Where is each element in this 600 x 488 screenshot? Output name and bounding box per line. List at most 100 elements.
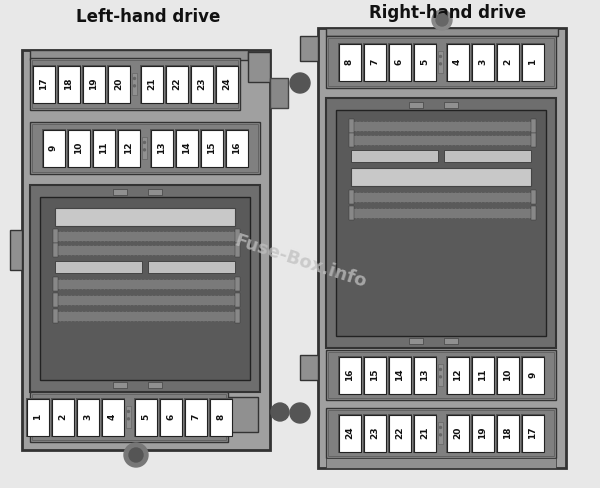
Bar [235, 309, 240, 323]
Bar [496, 355, 520, 394]
Bar [30, 58, 240, 110]
Bar [496, 42, 520, 81]
Circle shape [290, 403, 310, 423]
Bar [389, 357, 410, 393]
Bar [215, 65, 238, 102]
Text: 19: 19 [478, 427, 487, 439]
Bar [30, 185, 260, 392]
Bar [521, 357, 544, 393]
Text: 6: 6 [395, 59, 404, 65]
Bar [413, 355, 437, 394]
Bar [445, 42, 470, 81]
Text: 3: 3 [83, 414, 92, 420]
Text: 9: 9 [528, 372, 537, 378]
Text: 20: 20 [453, 427, 462, 439]
Text: 13: 13 [420, 369, 429, 381]
Text: 3: 3 [478, 59, 487, 65]
Bar [362, 413, 386, 452]
Bar [364, 414, 386, 451]
Bar [531, 190, 536, 204]
Bar [53, 295, 237, 305]
Circle shape [290, 73, 310, 93]
Bar [349, 133, 354, 147]
Text: 14: 14 [182, 142, 191, 154]
Bar [472, 414, 493, 451]
Bar [438, 51, 443, 73]
Bar [326, 350, 556, 400]
Bar [364, 357, 386, 393]
Bar [409, 102, 423, 108]
Bar [132, 73, 137, 95]
Bar [176, 129, 197, 166]
Bar [30, 122, 260, 174]
Bar [113, 382, 127, 388]
Bar [140, 65, 163, 102]
Bar [148, 382, 162, 388]
Bar [349, 135, 533, 145]
Text: 7: 7 [191, 414, 200, 420]
Bar [53, 309, 58, 323]
Bar [470, 413, 494, 452]
Bar [43, 129, 65, 166]
Bar [445, 355, 470, 394]
Bar [336, 110, 546, 336]
Text: 11: 11 [478, 369, 487, 381]
Circle shape [128, 418, 130, 420]
Bar [413, 413, 437, 452]
Text: Right-hand drive: Right-hand drive [370, 4, 527, 22]
Bar [200, 129, 223, 166]
Bar [32, 64, 56, 103]
Bar [32, 60, 238, 108]
Bar [388, 355, 412, 394]
Bar [413, 414, 436, 451]
Bar [326, 408, 556, 458]
Bar [326, 28, 558, 36]
Circle shape [143, 149, 146, 151]
Circle shape [439, 368, 442, 370]
Bar [521, 43, 544, 81]
Circle shape [439, 63, 442, 65]
Bar [139, 64, 163, 103]
Bar [113, 189, 127, 195]
Bar [472, 43, 493, 81]
Text: 9: 9 [49, 145, 58, 151]
Bar [362, 355, 386, 394]
Text: 5: 5 [141, 414, 150, 420]
Circle shape [432, 10, 452, 30]
Bar [133, 398, 157, 436]
Bar [438, 422, 443, 444]
Bar [209, 399, 232, 435]
Bar [190, 64, 214, 103]
Bar [300, 355, 318, 380]
Bar [389, 414, 410, 451]
Bar [126, 406, 131, 428]
Bar [228, 397, 258, 432]
Text: 19: 19 [89, 78, 98, 90]
Bar [337, 42, 361, 81]
Text: Fuse-Box.info: Fuse-Box.info [232, 232, 368, 292]
Bar [92, 129, 115, 166]
Bar [444, 102, 458, 108]
Text: 6: 6 [166, 414, 175, 420]
Bar [53, 229, 58, 243]
Bar [521, 42, 545, 81]
Bar [91, 128, 115, 167]
Circle shape [439, 376, 442, 378]
Bar [300, 36, 318, 61]
Bar [185, 399, 206, 435]
Text: 15: 15 [207, 142, 216, 154]
Bar [413, 42, 437, 81]
Text: 5: 5 [420, 59, 429, 65]
Bar [53, 311, 237, 321]
Circle shape [124, 443, 148, 467]
Text: 23: 23 [197, 78, 206, 90]
Text: 10: 10 [503, 369, 512, 381]
Bar [26, 399, 49, 435]
Bar [25, 398, 49, 436]
Text: 1: 1 [528, 59, 537, 65]
Circle shape [436, 14, 448, 26]
Bar [209, 398, 233, 436]
Bar [41, 128, 65, 167]
Bar [496, 413, 520, 452]
Text: 21: 21 [420, 427, 429, 439]
